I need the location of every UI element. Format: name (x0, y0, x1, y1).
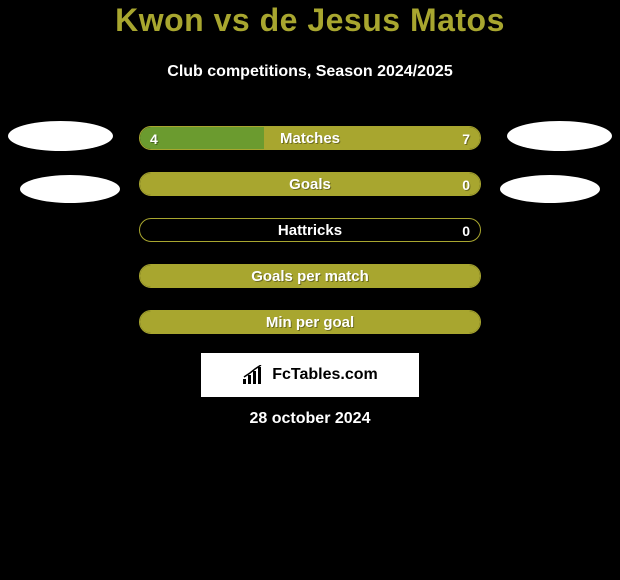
stat-bar: 47Matches (139, 126, 481, 150)
stat-bar: 0Hattricks (139, 218, 481, 242)
stat-label: Goals (140, 173, 480, 196)
stat-label: Min per goal (140, 311, 480, 334)
date-label: 28 october 2024 (0, 410, 620, 428)
stat-label: Goals per match (140, 265, 480, 288)
source-logo: FcTables.com (201, 353, 419, 397)
avatar-placeholder-right-2 (500, 175, 600, 203)
comparison-card: Kwon vs de Jesus Matos Club competitions… (0, 0, 620, 580)
avatar-placeholder-left-1 (8, 121, 113, 151)
avatar-placeholder-right-1 (507, 121, 612, 151)
stat-bar: Goals per match (139, 264, 481, 288)
stat-label: Matches (140, 127, 480, 150)
subtitle: Club competitions, Season 2024/2025 (0, 63, 620, 81)
stat-bar: 0Goals (139, 172, 481, 196)
page-title: Kwon vs de Jesus Matos (0, 2, 620, 39)
stat-bar: Min per goal (139, 310, 481, 334)
avatar-placeholder-left-2 (20, 175, 120, 203)
source-logo-text: FcTables.com (272, 366, 378, 384)
stat-label: Hattricks (140, 219, 480, 242)
